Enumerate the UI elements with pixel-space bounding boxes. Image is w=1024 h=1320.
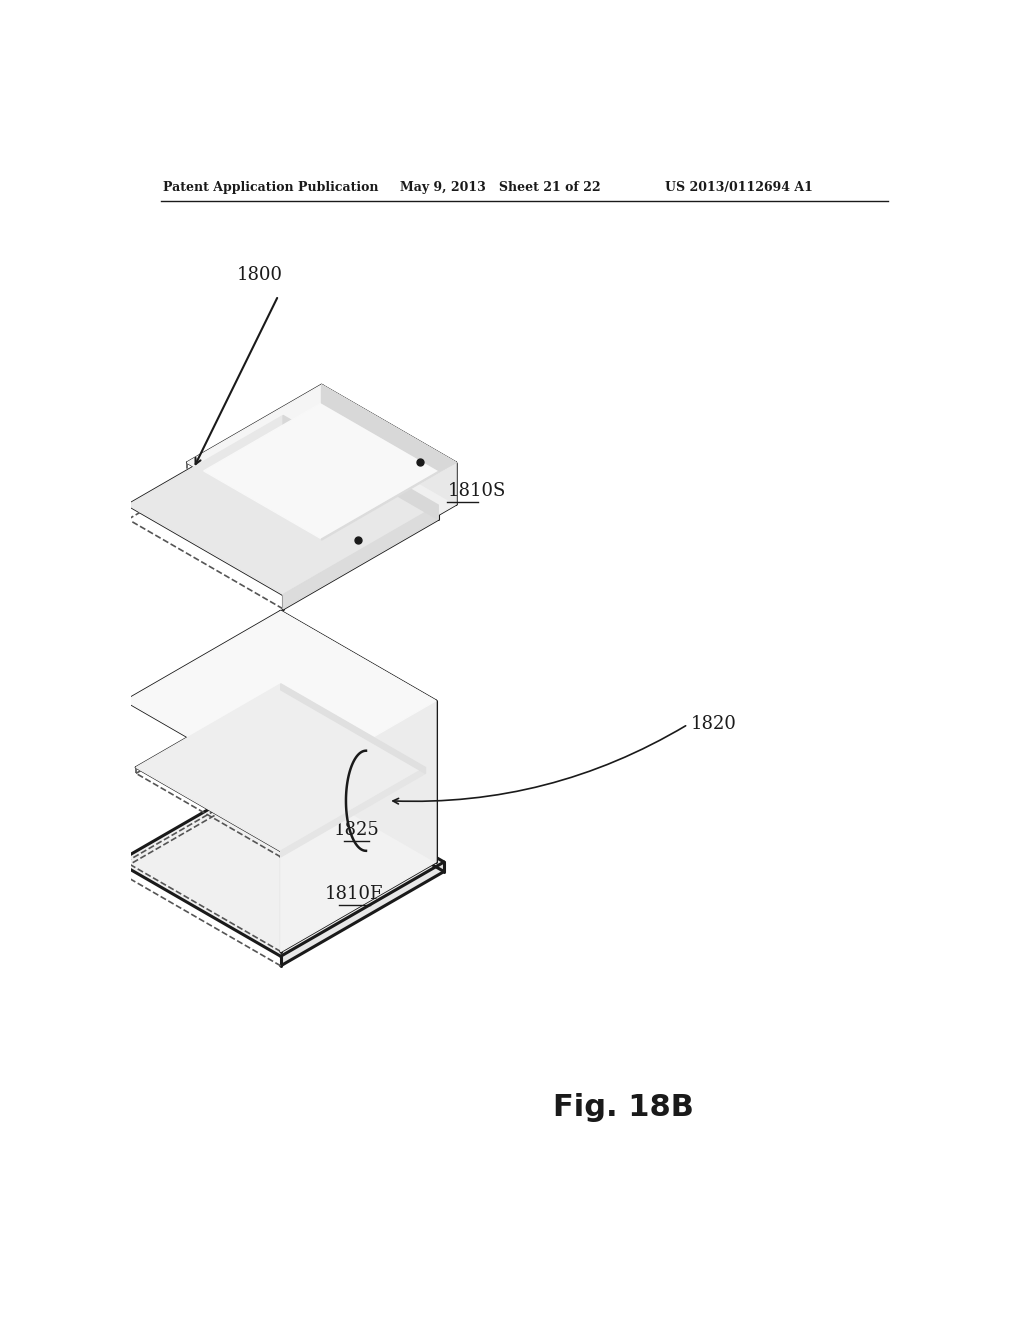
Polygon shape: [322, 385, 456, 504]
Text: Patent Application Publication: Patent Application Publication: [163, 181, 379, 194]
Polygon shape: [281, 684, 425, 774]
Polygon shape: [283, 506, 438, 609]
Text: 1800: 1800: [237, 267, 283, 284]
Polygon shape: [281, 862, 444, 966]
Polygon shape: [136, 684, 425, 851]
Polygon shape: [281, 768, 444, 871]
Polygon shape: [322, 462, 456, 540]
Polygon shape: [281, 701, 436, 952]
Polygon shape: [118, 768, 444, 956]
Polygon shape: [283, 416, 438, 519]
Polygon shape: [126, 611, 436, 791]
Polygon shape: [128, 416, 438, 594]
Polygon shape: [322, 462, 456, 582]
Text: May 9, 2013   Sheet 21 of 22: May 9, 2013 Sheet 21 of 22: [399, 181, 600, 194]
Polygon shape: [187, 385, 456, 540]
Text: Fig. 18B: Fig. 18B: [553, 1093, 694, 1122]
Polygon shape: [281, 611, 436, 862]
Text: 1825: 1825: [334, 821, 380, 840]
Polygon shape: [322, 385, 456, 471]
Text: 1820: 1820: [691, 715, 737, 734]
Text: 1810F: 1810F: [326, 886, 384, 903]
Polygon shape: [281, 767, 425, 857]
Polygon shape: [204, 403, 439, 539]
Text: 1810S: 1810S: [447, 482, 506, 500]
Text: US 2013/0112694 A1: US 2013/0112694 A1: [665, 181, 813, 194]
